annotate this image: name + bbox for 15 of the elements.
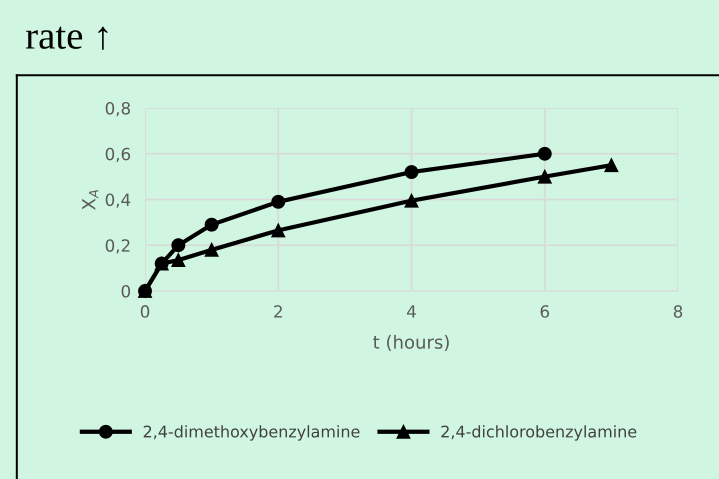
y-tick-label: 0,6: [106, 148, 130, 162]
y-axis-title: X$_{A}$: [82, 190, 98, 210]
y-tick-label: 0,8: [106, 102, 130, 116]
x-tick-label: 6: [540, 305, 550, 318]
x-axis-title: t (hours): [373, 334, 449, 351]
text: rate ↑: [26, 26, 108, 50]
x-tick-label: 8: [674, 305, 682, 318]
x-tick-label: 0: [140, 305, 150, 318]
y-tick-label: 0,2: [106, 239, 130, 254]
legend-label: 2,4-dichlorobenzylamine: [441, 425, 636, 441]
y-tick-label: 0,4: [106, 193, 130, 208]
x-tick-label: 2: [274, 305, 282, 318]
x-tick-label: 4: [407, 305, 416, 318]
legend-label: 2,4-dimethoxybenzylamine: [144, 425, 360, 441]
y-tick-label: 0: [122, 284, 130, 298]
